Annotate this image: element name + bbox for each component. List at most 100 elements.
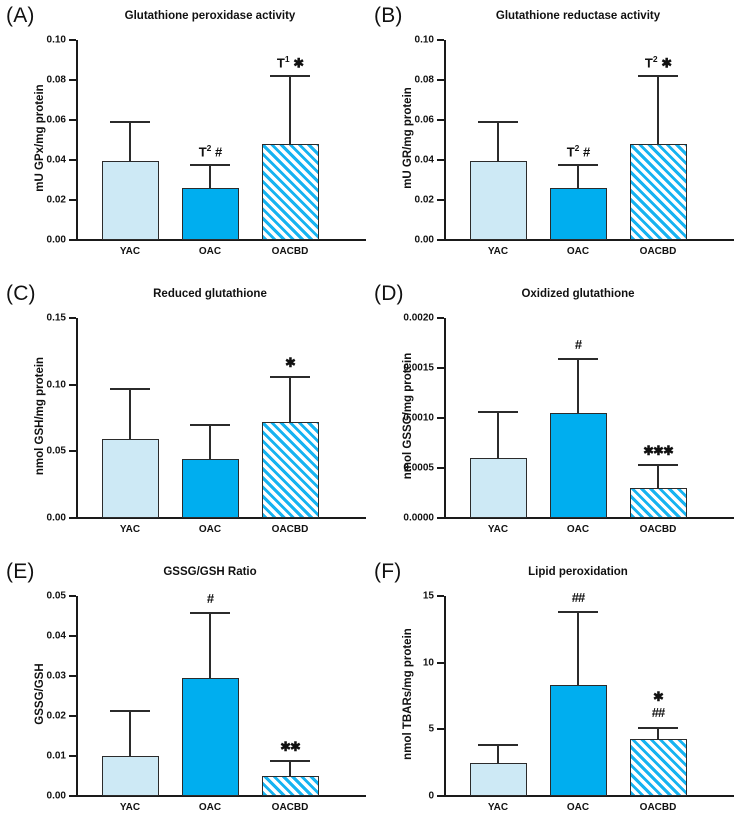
error-bar-stem (497, 411, 499, 458)
bar-oac (181, 678, 239, 796)
y-axis-tick-label: 0.15 (46, 312, 66, 324)
x-axis-line (76, 239, 366, 241)
error-bar-cap (270, 760, 310, 763)
y-axis-tick (437, 239, 444, 241)
panel-letter: (B) (374, 4, 403, 27)
y-axis-line (76, 40, 78, 240)
y-axis-tick-label: 0.10 (46, 34, 66, 46)
error-bar-stem (657, 726, 659, 740)
error-bar-stem (657, 74, 659, 144)
y-axis-title: nmol TBARs/mg protein (402, 628, 414, 760)
y-axis-tick-label: 0.0005 (403, 462, 434, 474)
significance-annotation: # (574, 337, 582, 352)
panel-title: Reduced glutathione (153, 288, 267, 300)
y-axis-tick-label: 0.00 (46, 512, 66, 524)
y-axis-tick (437, 728, 444, 731)
bar-oacbd (261, 143, 319, 240)
y-axis-line (444, 318, 446, 518)
x-axis-line (444, 517, 734, 519)
x-axis-label-yac: YAC (119, 246, 141, 257)
error-bar-stem (289, 74, 291, 144)
y-axis-title: mU GPx/mg protein (34, 84, 46, 192)
y-axis-tick (69, 39, 76, 41)
panel-f: (F) Lipid peroxidation 0 5 10 15 YAC OAC ## OACBD… (368, 556, 736, 834)
y-axis-tick-label: 0.04 (46, 154, 66, 166)
x-axis-label-oacbd: OACBD (271, 802, 309, 813)
y-axis-line (76, 596, 78, 796)
y-axis-tick-label: 5 (428, 723, 434, 735)
y-axis-tick-label: 0.06 (414, 114, 434, 126)
panel-b: (B) Glutathione reductase activity 0.00 0.0… (368, 0, 736, 278)
y-axis-tick-label: 0.0020 (403, 312, 434, 324)
y-axis-tick (69, 119, 76, 121)
error-bar-cap (478, 744, 518, 746)
bar-oac (181, 458, 239, 518)
y-axis-tick (69, 595, 76, 597)
error-bar-cap (558, 610, 598, 613)
bar-yac (101, 438, 159, 518)
significance-annotation: ✱ ## (651, 688, 666, 720)
x-axis-line (76, 795, 366, 797)
panel-letter: (A) (6, 4, 35, 27)
x-axis-label-yac: YAC (487, 246, 509, 257)
bar-yac (469, 161, 527, 240)
x-axis-label-oac: OAC (566, 524, 590, 535)
x-axis-label-oac: OAC (198, 802, 222, 813)
panel-letter: (E) (6, 560, 35, 583)
y-axis-tick-label: 0.04 (414, 154, 434, 166)
y-axis-tick (69, 239, 76, 241)
error-bar-stem (577, 358, 579, 413)
significance-annotation: T2 # (198, 143, 223, 160)
bar-yac (469, 762, 527, 796)
bar-yac (469, 458, 527, 518)
y-axis-tick-label: 0 (428, 790, 434, 802)
y-axis-tick-label: 0.01 (46, 750, 66, 762)
y-axis-tick-label: 0.02 (46, 710, 66, 722)
error-bar-stem (129, 120, 131, 161)
significance-annotation: ✱✱✱ (643, 443, 674, 458)
y-axis-title: nmol GSH/mg protein (34, 356, 46, 476)
y-axis-tick (69, 383, 76, 386)
x-axis-line (444, 239, 734, 241)
y-axis-tick-label: 0.05 (46, 590, 66, 602)
x-axis-label-oacbd: OACBD (639, 524, 677, 535)
y-axis-tick-label: 0.00 (414, 234, 434, 246)
bar-oacbd (629, 143, 687, 240)
y-axis-tick (437, 317, 444, 319)
significance-annotation: # (206, 590, 214, 606)
error-bar-stem (657, 464, 659, 488)
error-bar-cap (478, 411, 518, 413)
panel-d: (D) Oxidized glutathione 0.0000 0.0005 0.001… (368, 278, 736, 556)
panel-title: Oxidized glutathione (521, 288, 635, 300)
y-axis-tick (69, 795, 76, 797)
y-axis-tick-label: 0.10 (414, 34, 434, 46)
panel-letter: (D) (374, 282, 404, 305)
panel-title: GSSG/GSH Ratio (163, 566, 257, 578)
y-axis-tick (437, 467, 444, 469)
error-bar-cap (558, 164, 598, 167)
error-bar-stem (289, 375, 291, 423)
bar-oacbd (629, 488, 687, 518)
y-axis-tick (69, 317, 76, 319)
y-axis-tick (437, 367, 444, 369)
y-axis-tick-label: 0.0000 (403, 512, 434, 524)
y-axis-tick (437, 417, 444, 419)
x-axis-line (444, 795, 734, 797)
plot-area: 0.00 0.02 0.04 0.06 0.08 0.10 YAC OAC T2 # OACBD T… (47, 35, 366, 257)
error-bar-stem (497, 744, 499, 763)
y-axis-tick-label: 0.02 (46, 194, 66, 206)
y-axis-tick-label: 0.00 (46, 234, 66, 246)
panel-a: (A) Glutathione peroxidase activity 0.00 0.… (0, 0, 368, 278)
x-axis-label-yac: YAC (487, 524, 509, 535)
x-axis-label-oac: OAC (198, 246, 222, 257)
error-bar-stem (209, 423, 211, 459)
significance-annotation: ✱✱ (280, 739, 301, 755)
y-axis-title: GSSG/GSH (34, 663, 46, 725)
plot-area: 0.0000 0.0005 0.0010 0.0015 0.0020 YAC OAC # OAC… (403, 313, 734, 535)
panel-title: Glutathione reductase activity (495, 10, 661, 22)
error-bar-cap (638, 726, 678, 729)
y-axis-tick (69, 635, 76, 637)
panel-c: (C) Reduced glutathione 0.00 0.05 0.10 0.15 YA… (0, 278, 368, 556)
bar-oac (549, 685, 607, 796)
